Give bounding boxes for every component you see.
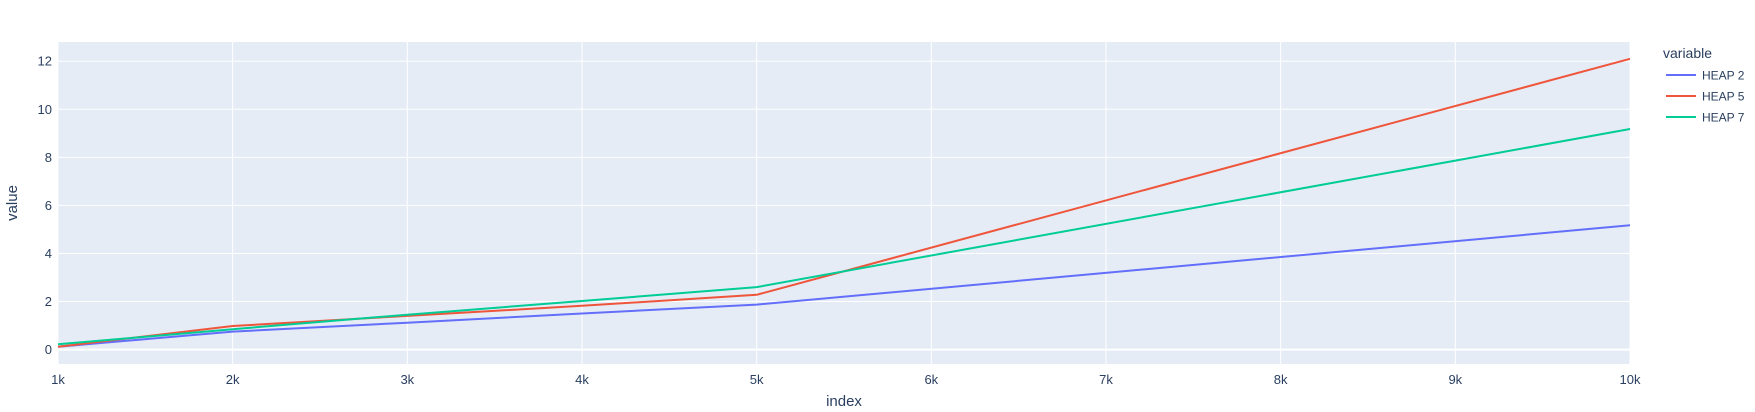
x-axis-title: index xyxy=(826,393,862,410)
legend-label: HEAP 5 xyxy=(1702,90,1745,104)
y-axis-ticks: 0 2 4 6 8 10 12 xyxy=(38,54,52,357)
plot-background xyxy=(58,42,1630,364)
x-tick-label: 3k xyxy=(400,372,414,387)
y-tick-label: 10 xyxy=(38,102,52,117)
x-tick-label: 7k xyxy=(1099,372,1113,387)
x-tick-label: 8k xyxy=(1274,372,1288,387)
gridlines xyxy=(57,42,1631,364)
y-tick-label: 4 xyxy=(45,246,52,261)
series-layer xyxy=(57,57,1631,348)
x-tick-label: 4k xyxy=(575,372,589,387)
x-tick-label: 10k xyxy=(1620,372,1641,387)
x-tick-label: 5k xyxy=(750,372,764,387)
x-tick-label: 1k xyxy=(51,372,65,387)
series-line-heap-7 xyxy=(57,128,1631,346)
legend-item[interactable]: HEAP 7 xyxy=(1666,111,1745,125)
y-tick-label: 2 xyxy=(45,294,52,309)
y-tick-label: 8 xyxy=(45,150,52,165)
legend-item[interactable]: HEAP 5 xyxy=(1666,90,1745,104)
y-tick-label: 12 xyxy=(38,54,52,69)
series-line-heap-2 xyxy=(57,224,1631,348)
series-line-heap-5 xyxy=(57,57,1631,348)
legend-label: HEAP 2 xyxy=(1702,69,1745,83)
x-tick-label: 6k xyxy=(924,372,938,387)
legend-label: HEAP 7 xyxy=(1702,111,1745,125)
y-tick-label: 0 xyxy=(45,342,52,357)
x-tick-label: 9k xyxy=(1448,372,1462,387)
x-axis-ticks: 1k 2k 3k 4k 5k 6k 7k 8k 9k 10k xyxy=(51,372,1641,387)
legend-item[interactable]: HEAP 2 xyxy=(1666,69,1745,83)
legend-title: variable xyxy=(1663,45,1712,61)
x-tick-label: 2k xyxy=(226,372,240,387)
y-axis-title: value xyxy=(4,185,21,221)
y-tick-label: 6 xyxy=(45,198,52,213)
legend: variable HEAP 2 HEAP 5 HEAP 7 xyxy=(1663,45,1745,125)
